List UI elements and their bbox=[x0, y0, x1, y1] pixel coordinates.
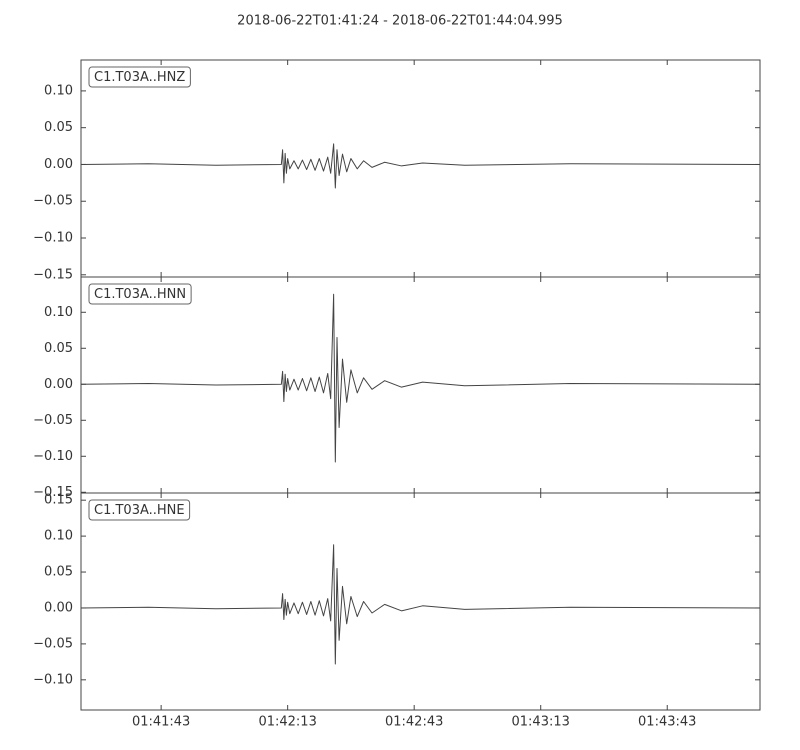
y-tick-label: −0.10 bbox=[33, 449, 73, 464]
trace-label: C1.T03A..HNE bbox=[94, 503, 185, 518]
panel-frame bbox=[80, 276, 761, 494]
y-tick-label: 0.00 bbox=[44, 377, 73, 392]
y-tick-label: 0.05 bbox=[44, 341, 73, 356]
panel-frame bbox=[80, 492, 761, 711]
x-tick-label: 01:43:43 bbox=[638, 715, 696, 730]
y-tick-label: 0.00 bbox=[44, 600, 73, 615]
y-tick-label: 0.05 bbox=[44, 120, 73, 135]
x-tick-label: 01:43:13 bbox=[512, 715, 570, 730]
y-tick-label: 0.10 bbox=[44, 83, 73, 98]
y-tick-label: −0.10 bbox=[33, 672, 73, 687]
y-tick-label: −0.05 bbox=[33, 194, 73, 209]
trace-label-box bbox=[88, 283, 192, 305]
x-tick-label: 01:41:43 bbox=[132, 715, 190, 730]
waveform bbox=[80, 143, 761, 189]
y-tick-label: −0.05 bbox=[33, 413, 73, 428]
y-tick-label: 0.15 bbox=[44, 493, 73, 508]
x-tick-label: 01:42:43 bbox=[385, 715, 443, 730]
y-tick-label: −0.15 bbox=[33, 485, 73, 500]
waveform bbox=[80, 293, 761, 463]
chart-title: 2018-06-22T01:41:24 - 2018-06-22T01:44:0… bbox=[237, 14, 563, 29]
y-tick-label: 0.10 bbox=[44, 529, 73, 544]
y-tick-label: −0.05 bbox=[33, 636, 73, 651]
x-tick-label: 01:42:13 bbox=[258, 715, 316, 730]
panel-frame bbox=[80, 59, 761, 278]
trace-label-box bbox=[88, 499, 191, 521]
y-tick-label: 0.10 bbox=[44, 305, 73, 320]
y-tick-label: 0.05 bbox=[44, 565, 73, 580]
trace-label: C1.T03A..HNZ bbox=[94, 70, 185, 85]
trace-label: C1.T03A..HNN bbox=[94, 287, 186, 302]
waveform bbox=[80, 544, 761, 665]
y-tick-label: −0.10 bbox=[33, 231, 73, 246]
trace-label-box bbox=[88, 66, 191, 88]
y-tick-label: −0.15 bbox=[33, 267, 73, 282]
y-tick-label: 0.00 bbox=[44, 157, 73, 172]
